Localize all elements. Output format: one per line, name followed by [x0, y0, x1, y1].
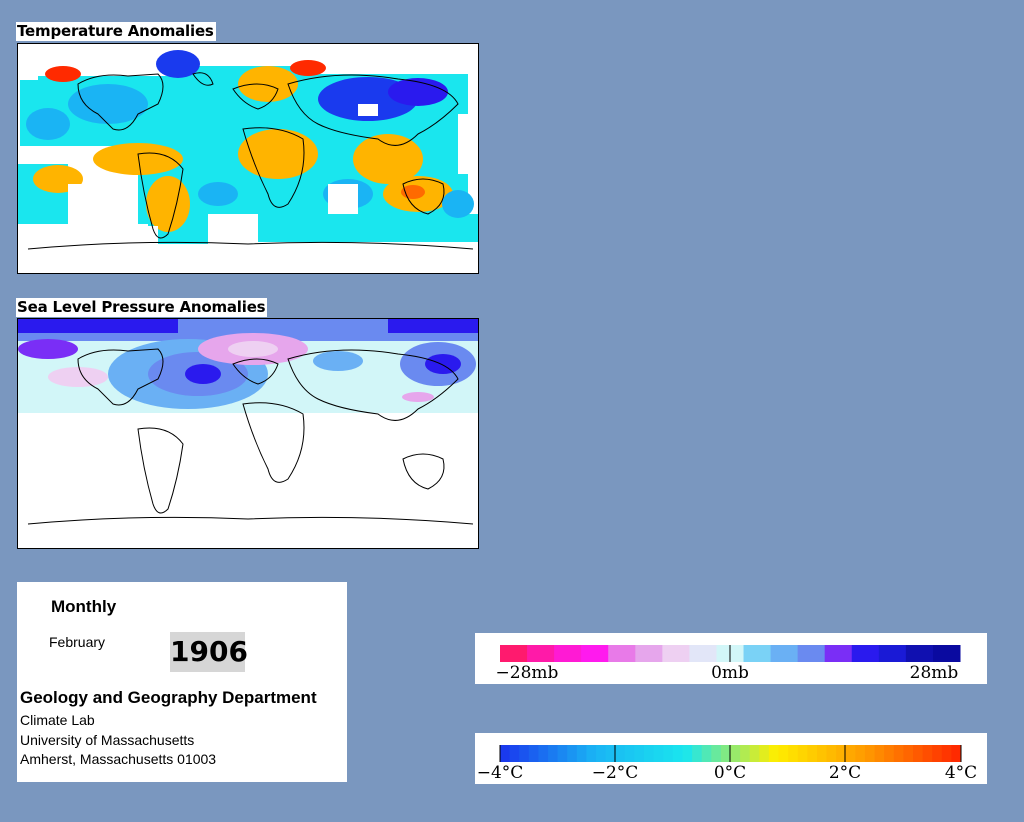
temperature-swatch [826, 745, 837, 762]
temperature-swatch [615, 745, 626, 762]
temperature-swatch [816, 745, 828, 762]
pressure-anomaly-map [17, 318, 479, 549]
address-line-lab: Climate Lab [20, 712, 95, 728]
temperature-swatch [624, 745, 635, 762]
temperature-swatch [634, 745, 645, 762]
pressure-swatch [851, 645, 880, 662]
temperature-swatch [605, 745, 616, 762]
pressure-swatch [581, 645, 609, 662]
pressure-tick-label-min: −28mb [496, 663, 559, 683]
temperature-swatch [768, 745, 780, 762]
period-label: Monthly [51, 597, 117, 616]
temperature-colorbar [499, 745, 962, 762]
temperature-swatch [528, 745, 539, 762]
temperature-tick-label-zero: 0°C [714, 763, 746, 783]
temperature-anomaly-map [17, 43, 479, 274]
info-box: Monthly February 1906 Geology and Geogra… [17, 582, 347, 782]
temperature-tick-label-pos4: 4°C [945, 763, 977, 783]
temperature-swatch [922, 745, 933, 762]
temperature-anomaly-field [18, 50, 478, 273]
temperature-tick-label-neg2: −2°C [592, 763, 639, 783]
temperature-legend-graphic: −4°C −2°C 0°C 2°C 4°C [477, 745, 977, 783]
temperature-swatch [941, 745, 952, 762]
year-badge: 1906 [170, 632, 248, 672]
temperature-swatch [836, 745, 847, 762]
pressure-map-graphic [18, 319, 478, 525]
temperature-swatch [807, 745, 818, 762]
temperature-swatch [682, 745, 693, 762]
temperature-swatch [932, 745, 943, 762]
pressure-swatch [743, 645, 772, 662]
department-name: Geology and Geography Department [20, 688, 317, 707]
pressure-tick-label-zero: 0mb [711, 663, 749, 683]
temperature-swatch [730, 745, 741, 762]
temperature-swatch [778, 745, 789, 762]
temperature-swatch [951, 745, 962, 762]
temperature-swatch [596, 745, 607, 762]
temperature-swatch [557, 745, 568, 762]
temperature-swatch [663, 745, 674, 762]
pressure-swatch [797, 645, 826, 662]
temperature-swatch [586, 745, 597, 762]
pressure-swatch [635, 645, 663, 662]
pressure-tick-label-max: 28mb [910, 663, 959, 683]
pressure-swatch [554, 645, 582, 662]
temperature-tick-label-neg4: −4°C [477, 763, 524, 783]
coastlines-pressure [27, 348, 474, 525]
temperature-swatch [576, 745, 587, 762]
temperature-swatch [711, 745, 722, 762]
temperature-swatch [538, 745, 549, 762]
pressure-swatch [932, 645, 961, 662]
temperature-swatch [548, 745, 559, 762]
temperature-map-graphic [18, 50, 478, 273]
temperature-swatch [500, 745, 511, 762]
temperature-swatch [692, 745, 703, 762]
pressure-panel-title: Sea Level Pressure Anomalies [16, 298, 268, 317]
temperature-swatch [653, 745, 664, 762]
temperature-panel-title: Temperature Anomalies [16, 22, 216, 41]
pressure-swatch [500, 645, 528, 662]
temperature-swatch [644, 745, 655, 762]
temperature-swatch [893, 745, 904, 762]
temperature-swatch [797, 745, 808, 762]
temperature-swatch [567, 745, 578, 762]
pressure-swatch [662, 645, 690, 662]
month-label: February [49, 634, 106, 650]
temperature-swatch [672, 745, 683, 762]
temperature-swatch [855, 745, 866, 762]
temperature-swatch [749, 745, 760, 762]
temperature-swatch [912, 745, 924, 762]
pressure-swatch [527, 645, 555, 662]
temperature-tick-label-pos2: 2°C [829, 763, 861, 783]
temperature-swatch [903, 745, 914, 762]
pressure-swatch [878, 645, 907, 662]
temperature-swatch [509, 745, 520, 762]
temperature-swatch [720, 745, 731, 762]
pressure-swatch [905, 645, 934, 662]
pressure-swatch [770, 645, 799, 662]
address-line-city: Amherst, Massachusetts 01003 [20, 751, 217, 767]
temperature-swatch [519, 745, 530, 762]
temperature-swatch [759, 745, 770, 762]
temperature-legend: −4°C −2°C 0°C 2°C 4°C [475, 733, 987, 784]
pressure-colorbar [500, 645, 961, 662]
pressure-swatch [824, 645, 853, 662]
pressure-legend-graphic: −28mb 0mb 28mb [496, 645, 961, 683]
temperature-swatch [701, 745, 712, 762]
pressure-swatch [608, 645, 636, 662]
pressure-anomaly-field [18, 319, 478, 413]
temperature-swatch [874, 745, 885, 762]
temperature-swatch [845, 745, 856, 762]
temperature-swatch [864, 745, 876, 762]
temperature-swatch [740, 745, 751, 762]
pressure-legend: −28mb 0mb 28mb [475, 633, 987, 684]
temperature-swatch [884, 745, 895, 762]
temperature-swatch [788, 745, 799, 762]
address-line-university: University of Massachusetts [20, 732, 195, 748]
coastlines [27, 72, 474, 250]
pressure-swatch [689, 645, 717, 662]
